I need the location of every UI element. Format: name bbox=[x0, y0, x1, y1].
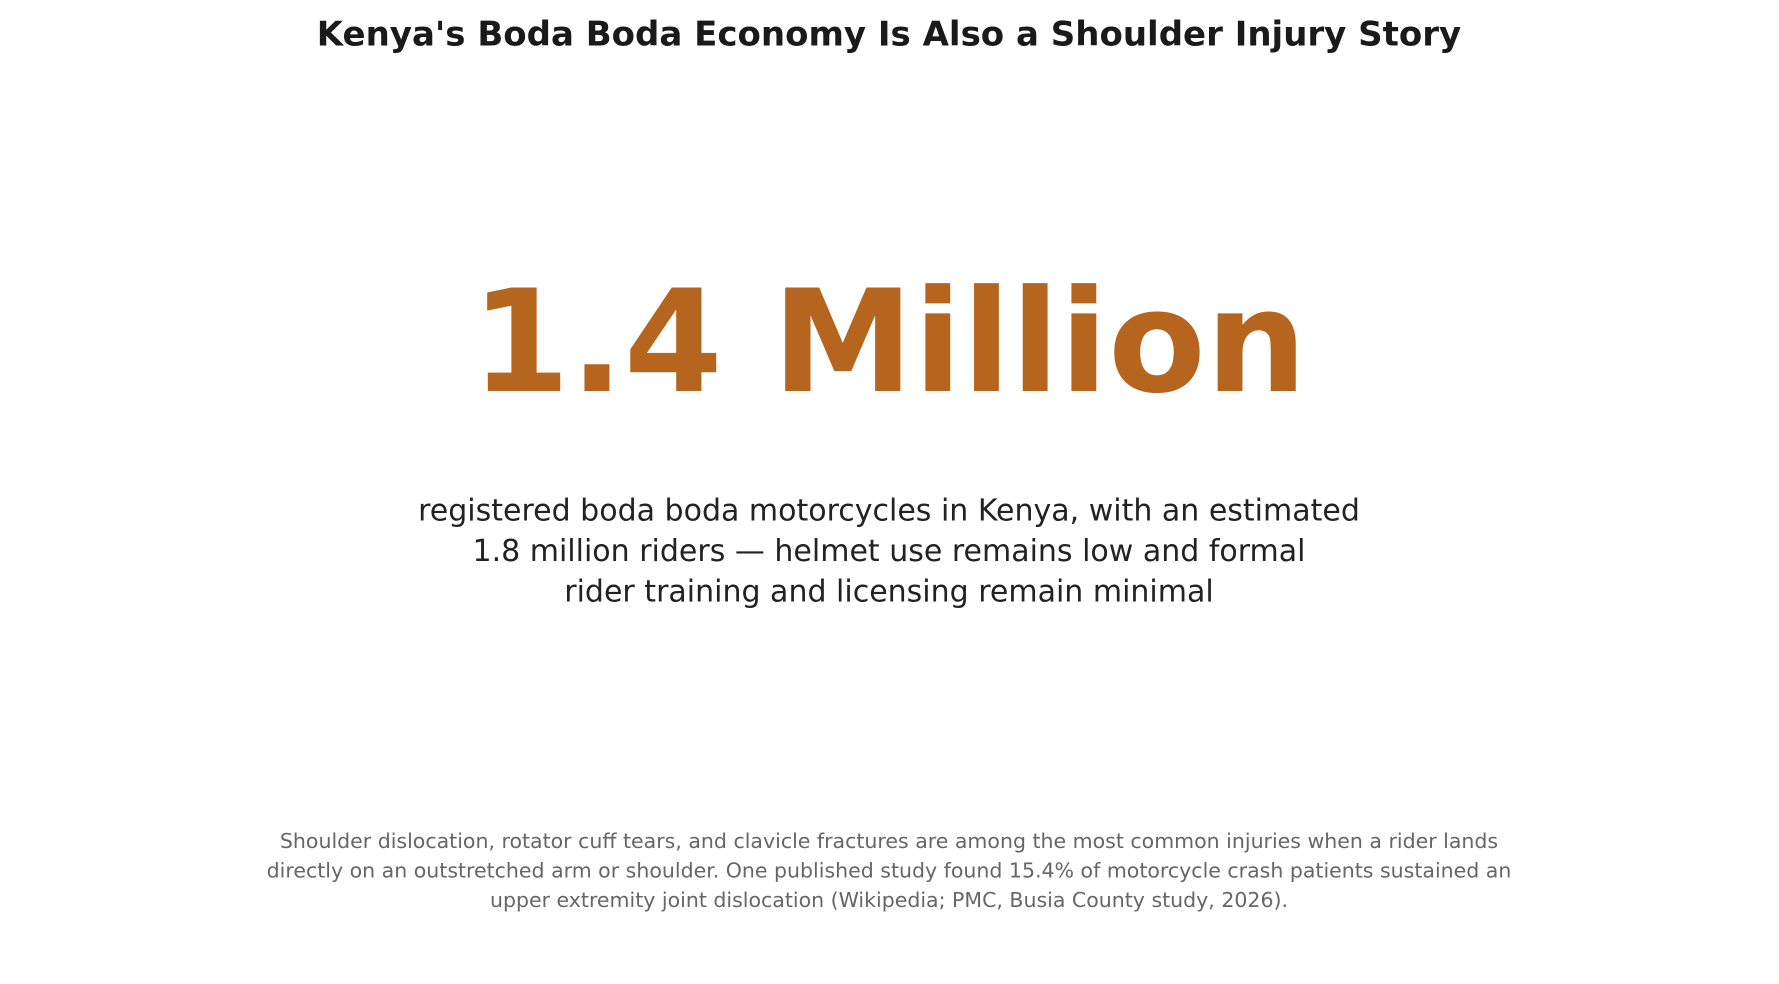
headline-number: 1.4 Million bbox=[471, 260, 1307, 425]
footnote-line: Shoulder dislocation, rotator cuff tears… bbox=[280, 829, 1498, 853]
footnote: Shoulder dislocation, rotator cuff tears… bbox=[267, 829, 1512, 912]
description-line: 1.8 million riders — helmet use remains … bbox=[473, 534, 1306, 569]
footnote-line: upper extremity joint dislocation (Wikip… bbox=[490, 888, 1288, 912]
description-line: rider training and licensing remain mini… bbox=[564, 575, 1213, 610]
footnote-line: directly on an outstretched arm or shoul… bbox=[267, 859, 1512, 883]
description-line: registered boda boda motorcycles in Keny… bbox=[418, 494, 1360, 529]
description: registered boda boda motorcycles in Keny… bbox=[418, 494, 1360, 610]
title: Kenya's Boda Boda Economy Is Also a Shou… bbox=[317, 15, 1461, 55]
